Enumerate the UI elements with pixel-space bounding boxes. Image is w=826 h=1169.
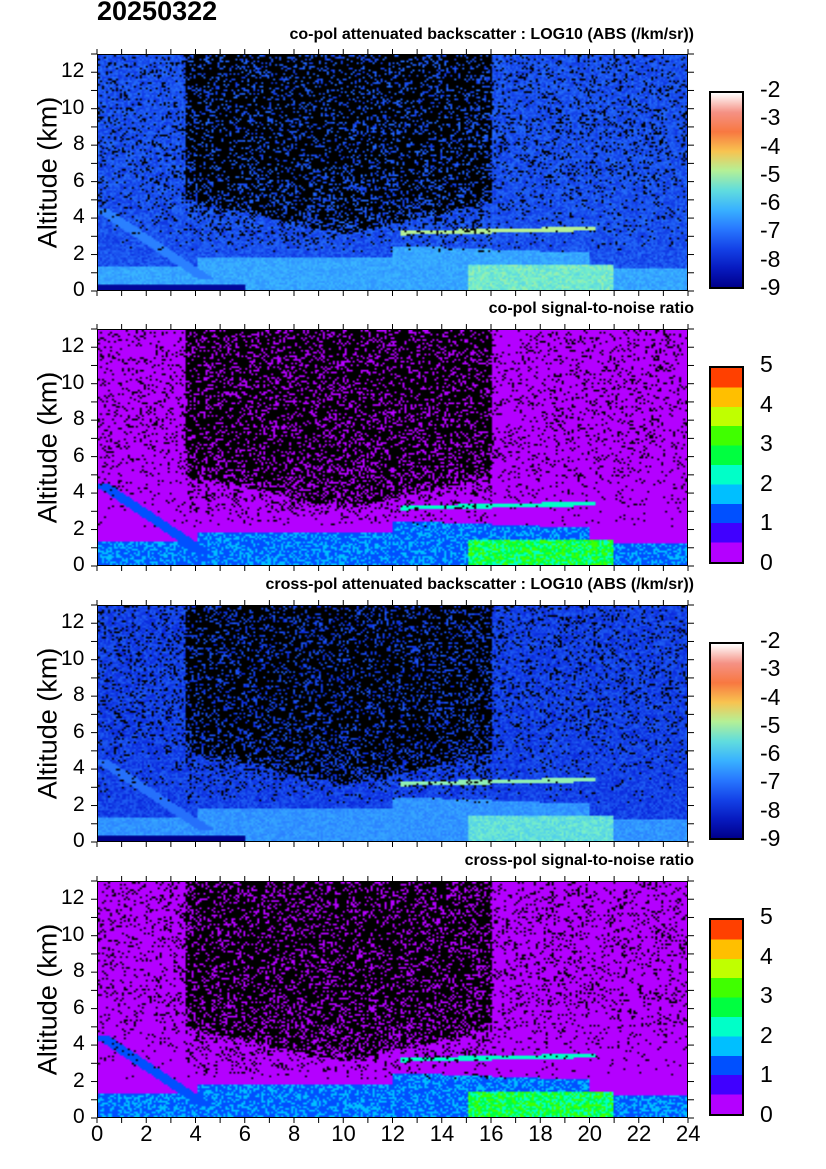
colorbar-tick-label: 3 xyxy=(760,982,773,1009)
colorbar-tick-label: -8 xyxy=(760,245,781,272)
y-tick-label: 12 xyxy=(61,59,85,83)
colorbar-tick-label: 5 xyxy=(760,903,773,929)
x-tick-label: 10 xyxy=(331,1121,356,1146)
x-tick-label: 8 xyxy=(288,1121,301,1146)
colorbar-tick-label: -8 xyxy=(760,796,781,823)
y-tick-label: 6 xyxy=(73,995,85,1019)
colorbar-tick-label: 2 xyxy=(760,1021,773,1048)
y-tick-label: 4 xyxy=(73,756,85,780)
x-tick-label: 4 xyxy=(189,1121,202,1146)
y-tick-label: 12 xyxy=(61,610,85,634)
x-tick-label: 18 xyxy=(528,1121,553,1146)
y-tick-label: 8 xyxy=(73,132,85,156)
colorbar-tick-label: -4 xyxy=(760,132,781,159)
heatmap-cells xyxy=(98,606,687,841)
x-tick-label: 6 xyxy=(238,1121,251,1146)
colorbar-tick-label: -6 xyxy=(760,189,781,216)
panel-title: cross-pol signal-to-noise ratio xyxy=(464,852,694,869)
colorbar-tick-label: 1 xyxy=(760,509,773,536)
colorbar-tick-label: -4 xyxy=(760,683,781,710)
colorbar-tick-label: -7 xyxy=(760,217,781,244)
heatmap-plot xyxy=(97,605,688,842)
heatmap-cells xyxy=(98,882,687,1117)
colorbar-tick-label: -9 xyxy=(760,825,781,851)
y-tick-label: 0 xyxy=(73,1105,85,1128)
y-tick-label: 10 xyxy=(61,370,85,394)
x-tick-label: 22 xyxy=(626,1121,652,1146)
panel-title: cross-pol attenuated backscatter : LOG10… xyxy=(265,576,694,593)
colorbar-tick-label: 0 xyxy=(760,549,773,575)
colorbar-tick-label: 2 xyxy=(760,469,773,496)
colorbar xyxy=(709,91,744,289)
heatmap-plot xyxy=(97,881,688,1118)
y-tick-label: 8 xyxy=(73,959,85,983)
colorbar-tick-label: -6 xyxy=(760,740,781,767)
colorbar-tick-label: -2 xyxy=(760,627,781,653)
x-tick-label: 16 xyxy=(479,1121,504,1146)
y-tick-label: 0 xyxy=(73,278,85,301)
y-tick-label: 0 xyxy=(73,829,85,852)
x-tick-label: 20 xyxy=(577,1121,602,1146)
heatmap-plot xyxy=(97,329,688,566)
colorbar-tick-label: -2 xyxy=(760,76,781,102)
x-tick-label: 12 xyxy=(380,1121,405,1146)
colorbar-tick-label: -5 xyxy=(760,711,781,738)
y-tick-label: 0 xyxy=(73,553,85,576)
x-tick-label: 24 xyxy=(676,1121,701,1146)
y-tick-label: 4 xyxy=(73,205,85,229)
colorbar xyxy=(709,642,744,840)
y-tick-label: 8 xyxy=(73,407,85,431)
colorbar-tick-label: 4 xyxy=(760,390,773,417)
colorbar xyxy=(709,366,744,564)
y-tick-label: 2 xyxy=(73,516,85,540)
colorbar-tick-label: -3 xyxy=(760,655,781,682)
colorbar xyxy=(709,918,744,1116)
date-title: 20250322 xyxy=(97,0,218,26)
x-tick-label: 0 xyxy=(91,1121,104,1146)
heatmap-cells xyxy=(98,55,687,290)
y-tick-label: 2 xyxy=(73,1068,85,1092)
panel-title: co-pol signal-to-noise ratio xyxy=(488,300,694,317)
colorbar-tick-label: 5 xyxy=(760,351,773,377)
colorbar-tick-label: -3 xyxy=(760,104,781,131)
y-tick-label: 6 xyxy=(73,443,85,467)
y-tick-label: 6 xyxy=(73,719,85,743)
y-tick-label: 4 xyxy=(73,1032,85,1056)
y-tick-label: 6 xyxy=(73,168,85,192)
colorbar-tick-label: -7 xyxy=(760,768,781,795)
colorbar-tick-label: -9 xyxy=(760,274,781,300)
heatmap-plot xyxy=(97,54,688,291)
y-tick-label: 2 xyxy=(73,792,85,816)
panel-title: co-pol attenuated backscatter : LOG10 (A… xyxy=(289,26,694,43)
colorbar-tick-label: -5 xyxy=(760,160,781,187)
y-tick-label: 10 xyxy=(61,95,85,119)
x-tick-label: 14 xyxy=(429,1121,455,1146)
colorbar-tick-label: 0 xyxy=(760,1101,773,1127)
colorbar-tick-label: 4 xyxy=(760,942,773,969)
y-tick-label: 12 xyxy=(61,334,85,358)
heatmap-cells xyxy=(98,330,687,565)
y-tick-label: 12 xyxy=(61,886,85,910)
colorbar-tick-label: 1 xyxy=(760,1061,773,1088)
y-tick-label: 10 xyxy=(61,922,85,946)
y-tick-label: 4 xyxy=(73,480,85,504)
y-tick-label: 10 xyxy=(61,646,85,670)
colorbar-tick-label: 3 xyxy=(760,430,773,457)
x-tick-label: 2 xyxy=(140,1121,153,1146)
y-tick-label: 8 xyxy=(73,683,85,707)
y-tick-label: 2 xyxy=(73,241,85,265)
